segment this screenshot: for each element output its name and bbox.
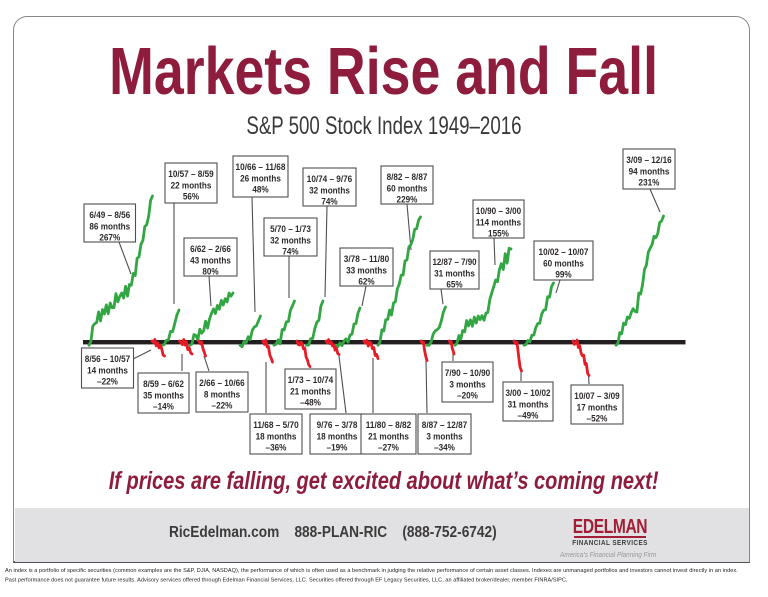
svg-text:229%: 229% — [397, 194, 418, 205]
svg-text:3 months: 3 months — [449, 379, 485, 390]
svg-text:–20%: –20% — [457, 390, 478, 401]
svg-text:21 months: 21 months — [368, 431, 409, 442]
svg-text:22 months: 22 months — [171, 180, 212, 191]
svg-text:86 months: 86 months — [89, 221, 130, 232]
svg-text:60 months: 60 months — [387, 183, 428, 194]
svg-text:6/62 – 2/66: 6/62 – 2/66 — [190, 244, 231, 255]
svg-text:33 months: 33 months — [346, 265, 387, 276]
svg-text:8/87 – 12/87: 8/87 – 12/87 — [422, 420, 467, 431]
svg-text:–19%: –19% — [327, 442, 348, 453]
svg-text:60 months: 60 months — [543, 258, 584, 269]
svg-text:94 months: 94 months — [629, 166, 670, 177]
svg-text:1/73 – 10/74: 1/73 – 10/74 — [288, 375, 334, 386]
svg-text:–48%: –48% — [300, 397, 321, 408]
svg-text:11/80 – 8/82: 11/80 – 8/82 — [366, 420, 411, 431]
svg-text:43 months: 43 months — [190, 255, 231, 266]
svg-text:11/68 – 5/70: 11/68 – 5/70 — [253, 420, 298, 431]
svg-text:65%: 65% — [446, 279, 463, 290]
svg-text:8/82 – 8/87: 8/82 – 8/87 — [387, 172, 428, 183]
svg-text:–49%: –49% — [518, 410, 539, 421]
svg-text:3/00 – 10/02: 3/00 – 10/02 — [506, 388, 551, 399]
svg-text:2/66 – 10/66: 2/66 – 10/66 — [199, 378, 244, 389]
svg-text:–27%: –27% — [378, 442, 399, 453]
svg-text:12/87 – 7/90: 12/87 – 7/90 — [433, 257, 477, 268]
svg-text:35 months: 35 months — [143, 390, 184, 401]
svg-text:99%: 99% — [555, 269, 572, 280]
svg-text:114 months: 114 months — [476, 217, 521, 228]
svg-text:32 months: 32 months — [270, 235, 311, 246]
svg-text:14 months: 14 months — [87, 365, 128, 376]
svg-text:3 months: 3 months — [426, 431, 462, 442]
svg-text:10/07 – 3/09: 10/07 – 3/09 — [574, 391, 619, 402]
svg-text:62%: 62% — [358, 276, 375, 287]
svg-text:18 months: 18 months — [317, 431, 358, 442]
svg-text:–22%: –22% — [97, 376, 118, 387]
svg-text:5/70 – 1/73: 5/70 – 1/73 — [270, 224, 311, 235]
svg-text:155%: 155% — [488, 228, 509, 239]
svg-text:74%: 74% — [282, 246, 299, 257]
svg-text:48%: 48% — [252, 184, 269, 195]
svg-text:56%: 56% — [183, 191, 200, 202]
svg-text:8 months: 8 months — [204, 389, 240, 400]
svg-text:6/49 – 8/56: 6/49 – 8/56 — [89, 210, 130, 221]
svg-text:10/57 – 8/59: 10/57 – 8/59 — [168, 169, 213, 180]
svg-text:31 months: 31 months — [508, 399, 549, 410]
svg-text:–52%: –52% — [587, 413, 608, 424]
svg-text:10/90 – 3/00: 10/90 – 3/00 — [476, 206, 521, 217]
svg-text:–22%: –22% — [212, 400, 233, 411]
svg-text:7/90 – 10/90: 7/90 – 10/90 — [445, 368, 490, 379]
svg-text:–34%: –34% — [434, 442, 455, 453]
svg-text:31 months: 31 months — [434, 268, 475, 279]
svg-text:17 months: 17 months — [577, 402, 618, 413]
svg-text:3/09 – 12/16: 3/09 – 12/16 — [626, 155, 671, 166]
svg-text:9/76 – 3/78: 9/76 – 3/78 — [317, 420, 358, 431]
svg-text:8/59 – 6/62: 8/59 – 6/62 — [143, 379, 184, 390]
svg-text:267%: 267% — [99, 232, 120, 243]
svg-text:10/74 – 9/76: 10/74 – 9/76 — [307, 174, 352, 185]
svg-text:26 months: 26 months — [240, 173, 281, 184]
svg-text:21 months: 21 months — [290, 386, 331, 397]
svg-text:80%: 80% — [202, 266, 219, 277]
svg-text:74%: 74% — [321, 196, 338, 207]
svg-text:3/78 – 11/80: 3/78 – 11/80 — [344, 254, 389, 265]
svg-text:10/66 – 11/68: 10/66 – 11/68 — [236, 162, 286, 173]
svg-text:32 months: 32 months — [309, 185, 350, 196]
svg-text:231%: 231% — [639, 177, 660, 188]
svg-text:–14%: –14% — [153, 401, 174, 412]
svg-text:18 months: 18 months — [256, 431, 297, 442]
svg-text:8/56 – 10/57: 8/56 – 10/57 — [85, 354, 130, 365]
svg-text:–36%: –36% — [266, 442, 287, 453]
svg-text:10/02 – 10/07: 10/02 – 10/07 — [539, 247, 589, 258]
